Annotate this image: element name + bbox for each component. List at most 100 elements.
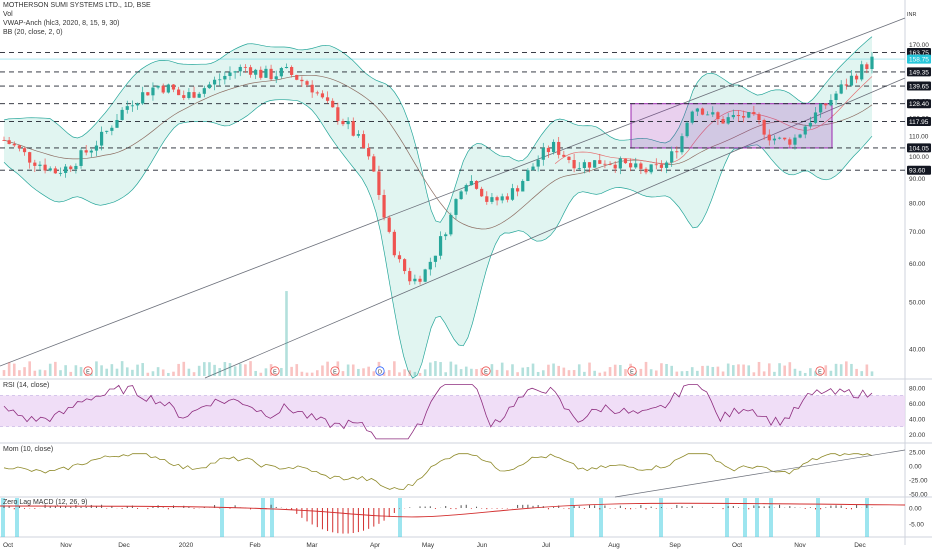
volume-bar [387, 370, 391, 376]
macd-signal-bar [599, 498, 603, 537]
volume-bar [197, 365, 201, 376]
volume-bar [654, 370, 658, 376]
macd-signal-bar [743, 498, 747, 537]
volume-bar [521, 367, 525, 376]
candle-body [603, 163, 607, 165]
volume-bar [367, 366, 370, 376]
volume-bar [670, 365, 673, 376]
volume-bar [860, 371, 864, 376]
macd-signal-bar [769, 498, 773, 537]
candle-body [233, 71, 237, 73]
volume-bar [454, 364, 458, 376]
candle-body [166, 84, 170, 93]
volume-bar [48, 363, 52, 376]
candle-body [829, 99, 833, 106]
candle-body [474, 180, 479, 189]
volume-bar [541, 370, 545, 376]
volume-bar [156, 367, 160, 376]
volume-bar [136, 364, 139, 376]
rsi-tick-label: 80.00 [909, 385, 926, 392]
candle-body [197, 93, 201, 98]
candle-body [865, 64, 869, 69]
volume-bar [115, 368, 119, 376]
volume-bar [372, 371, 376, 376]
volume-bar [793, 368, 797, 376]
price-tick-label: 70.00 [909, 229, 926, 236]
earnings-marker-label: E [630, 369, 634, 375]
candle-body [772, 138, 777, 141]
key-level-label: 104.05 [909, 145, 929, 152]
candle-body [531, 166, 535, 171]
volume-bar [233, 366, 237, 376]
candle-body [346, 121, 350, 125]
rsi-tick-label: 60.00 [909, 401, 926, 408]
candle-body [105, 130, 109, 132]
candle-body [849, 75, 854, 86]
candle-body [284, 66, 289, 69]
earnings-marker-label: D [378, 369, 382, 375]
volume-bar [675, 371, 679, 376]
volume-bar [814, 371, 817, 376]
volume-bar [172, 371, 175, 376]
candle-body [587, 162, 592, 168]
volume-bar [146, 372, 150, 376]
volume-bar [12, 363, 16, 376]
key-level-label: 149.35 [909, 69, 929, 76]
volume-bar [290, 366, 293, 376]
candle-body [444, 234, 448, 237]
candle-body [747, 112, 751, 118]
bollinger-band-fill [4, 36, 872, 379]
candle-body [480, 188, 484, 197]
candle-body [7, 140, 11, 144]
candle-body [408, 271, 412, 282]
candle-body [788, 139, 792, 145]
volume-bar [706, 365, 709, 376]
candle-body [279, 68, 283, 77]
candle-body [557, 141, 561, 155]
candle-body [449, 214, 453, 235]
candle-body [264, 68, 268, 78]
candle-body [74, 165, 78, 170]
last-price-label: 158.75 [909, 57, 929, 64]
volume-bar [259, 372, 263, 376]
earnings-marker-label: E [333, 369, 337, 375]
candle-body [654, 164, 658, 166]
candle-body [505, 196, 509, 200]
candle-body [516, 188, 520, 192]
earnings-marker-label: E [86, 369, 90, 375]
candle-body [808, 122, 812, 127]
macd-signal-bar [725, 498, 729, 537]
candle-body [454, 199, 458, 215]
time-axis-label: Oct [3, 542, 13, 549]
candle-body [202, 88, 206, 94]
time-axis-label: Dec [854, 542, 866, 549]
macd-signal-bar [15, 498, 19, 537]
volume-bar [613, 364, 617, 376]
candle-body [84, 150, 88, 153]
volume-bar [408, 370, 412, 376]
candle-body [577, 168, 581, 169]
candle-body [485, 196, 489, 202]
volume-bar [141, 363, 144, 376]
time-axis-label: Dec [118, 542, 130, 549]
macd-tick-label: -5.00 [909, 522, 924, 529]
volume-bar [824, 365, 828, 376]
volume-bar [444, 372, 448, 376]
candle-body [639, 163, 643, 169]
key-level-label: 93.60 [909, 168, 926, 175]
candle-body [38, 164, 42, 166]
candle-body [171, 84, 176, 90]
candle-body [141, 92, 145, 104]
volume-bar [177, 363, 180, 376]
channel-lower-line [204, 77, 906, 379]
volume-bar [803, 372, 807, 376]
candle-body [490, 197, 494, 202]
key-level-label: 139.65 [909, 84, 929, 91]
volume-bar [18, 370, 21, 376]
volume-bar [721, 371, 725, 376]
volume-bar [752, 372, 756, 376]
candle-body [120, 109, 124, 120]
volume-bar [418, 372, 422, 376]
price-tick-label: 80.00 [909, 201, 926, 208]
candle-body [351, 121, 355, 136]
